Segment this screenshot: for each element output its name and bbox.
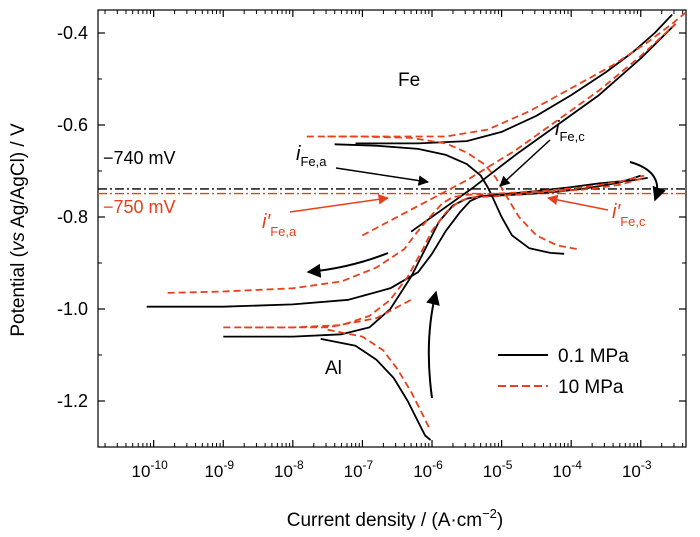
polarization-curves (146, 11, 686, 441)
legend-label-0.1mpa: 0.1 MPa (558, 346, 629, 367)
sweep-arrow-cathodic-left (306, 252, 389, 278)
x-axis-title-sup: −2 (482, 506, 497, 521)
al-label: Al (325, 358, 342, 379)
x-tick-label: 10-9 (204, 458, 234, 481)
ref-label-740: −740 mV (103, 148, 176, 168)
i-prime-fe-a-sub: Fe,a (270, 224, 297, 239)
i-fe-a-label: iFe,a (296, 143, 327, 169)
i-prime-fe-a-arrow (289, 194, 390, 213)
x-tick-label: 10-10 (132, 458, 169, 481)
curve-10mpa-12 (361, 23, 677, 237)
i-prime-fe-a-main: i′ (262, 211, 271, 233)
i-fe-c-main: i (555, 118, 560, 140)
i-prime-fe-c-sub: Fe,c (620, 214, 646, 229)
i-fe-c-label: iFe,c (555, 118, 585, 144)
x-tick-label: 10-3 (622, 458, 652, 481)
x-tick-exp: -5 (502, 458, 513, 472)
i-fe-c-sub: Fe,c (559, 129, 585, 144)
x-tick-exp: -7 (363, 458, 374, 472)
curve-0.1mpa-0 (146, 177, 648, 308)
ref-label-750: −750 mV (103, 197, 176, 217)
plot-frame (97, 9, 687, 448)
legend-label-10mpa: 10 MPa (558, 377, 624, 398)
y-axis-title: Potential (vs Ag/AgCl) / V (8, 123, 29, 337)
i-fe-a-sub: Fe,a (300, 154, 327, 169)
i-fe-a-arrow (335, 167, 430, 186)
curve-10mpa-8 (327, 328, 432, 432)
y-tick-label: -0.8 (57, 207, 88, 227)
i-fe-a-main: i (296, 143, 301, 165)
x-tick-base: 10 (344, 462, 363, 481)
sweep-arrow-anodic-turn (629, 161, 666, 202)
x-tick-exp: -10 (150, 458, 168, 472)
y-axis-title-italic: vs (8, 232, 29, 252)
x-tick-exp: -9 (223, 458, 234, 472)
reference-lines (98, 188, 686, 195)
x-tick-label: 10-8 (274, 458, 304, 481)
x-tick-label: 10-4 (552, 458, 582, 481)
curve-0.1mpa-2 (320, 338, 432, 441)
y-tick-label: -0.4 (57, 23, 88, 43)
i-prime-fe-a-label: i′Fe,a (262, 211, 297, 239)
x-axis-title: Current density / (A·cm−2) (287, 506, 503, 531)
x-tick-base: 10 (274, 462, 293, 481)
curve-10mpa-6 (167, 174, 645, 294)
x-tick-label: 10-6 (413, 458, 443, 481)
fe-label: Fe (398, 70, 420, 91)
sweep-arrow-al-up (426, 290, 440, 399)
y-tick-label: -1.2 (57, 391, 88, 411)
x-tick-base: 10 (622, 462, 641, 481)
y-tick-label: -1.0 (57, 299, 88, 319)
y-tick-label: -0.6 (57, 115, 88, 135)
y-axis-title-pre: Potential ( (8, 250, 29, 336)
i-fe-c-arrow (499, 139, 551, 187)
i-prime-fe-c-main: i′ (612, 201, 621, 223)
x-tick-exp: -6 (432, 458, 443, 472)
curve-10mpa-7 (223, 177, 645, 329)
x-axis-title-main: Current density / (A·cm (287, 510, 482, 531)
curve-10mpa-9 (306, 135, 579, 251)
y-axis-ticks: -0.4 -0.6 -0.8 -1.0 -1.2 (57, 23, 686, 448)
x-tick-label: 10-7 (344, 458, 374, 481)
x-tick-exp: -4 (571, 458, 582, 472)
x-tick-base: 10 (413, 462, 432, 481)
i-prime-fe-c-arrow (546, 194, 609, 211)
x-tick-base: 10 (204, 462, 223, 481)
curve-0.1mpa-4 (410, 23, 677, 233)
legend: 0.1 MPa 10 MPa (498, 346, 629, 398)
curve-0.1mpa-3 (334, 143, 565, 255)
x-tick-exp: -8 (293, 458, 304, 472)
x-tick-base: 10 (483, 462, 502, 481)
x-axis-title-end: ) (497, 510, 503, 531)
x-axis-ticks: 10-10 10-9 10-8 10-7 10-6 10-5 10-4 10-3 (104, 10, 684, 481)
x-tick-base: 10 (132, 462, 151, 481)
x-tick-base: 10 (552, 462, 571, 481)
y-axis-title-post: Ag/AgCl) / V (8, 123, 29, 232)
i-prime-fe-c-label: i′Fe,c (612, 201, 646, 229)
x-tick-exp: -3 (641, 458, 652, 472)
curve-10mpa-11 (327, 11, 686, 138)
x-tick-label: 10-5 (483, 458, 513, 481)
